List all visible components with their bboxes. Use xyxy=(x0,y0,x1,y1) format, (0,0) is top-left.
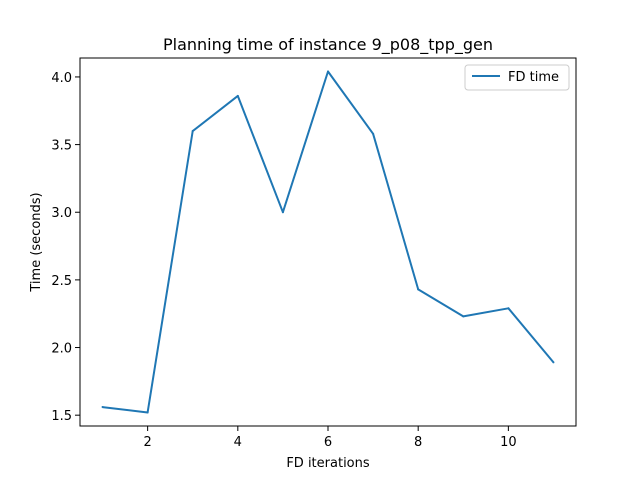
data-point xyxy=(552,361,555,364)
x-axis-label: FD iterations xyxy=(286,456,370,471)
y-tick-label: 2.0 xyxy=(51,342,72,357)
data-point xyxy=(327,70,329,73)
y-tick-label: 3.0 xyxy=(51,206,72,221)
series-layer xyxy=(101,70,555,414)
data-point xyxy=(101,406,104,409)
x-tick-label: 10 xyxy=(500,435,517,450)
y-tick-label: 4.0 xyxy=(51,71,72,86)
legend: FD time xyxy=(464,64,570,91)
x-tick-label: 4 xyxy=(234,435,242,450)
legend-label: FD time xyxy=(508,70,559,85)
data-point xyxy=(462,315,465,318)
data-point xyxy=(191,130,194,133)
data-point xyxy=(507,307,510,310)
data-point xyxy=(417,288,420,291)
y-axis: 1.5 2.0 2.5 3.0 3.5 4.0 xyxy=(51,71,80,424)
x-tick-label: 8 xyxy=(414,435,422,450)
chart-title: Planning time of instance 9_p08_tpp_gen xyxy=(163,35,493,55)
y-tick-label: 3.5 xyxy=(51,139,72,154)
y-tick-label: 2.5 xyxy=(51,274,72,289)
y-axis-label: Time (seconds) xyxy=(29,192,44,292)
data-point xyxy=(281,211,284,214)
data-point xyxy=(236,94,239,97)
x-tick-label: 2 xyxy=(143,435,151,450)
x-axis: 2 4 6 8 10 xyxy=(143,426,517,450)
data-point xyxy=(372,132,375,135)
x-tick-label: 6 xyxy=(324,435,332,450)
data-point xyxy=(146,411,149,414)
legend-box xyxy=(464,64,570,91)
y-tick-label: 1.5 xyxy=(51,409,72,424)
